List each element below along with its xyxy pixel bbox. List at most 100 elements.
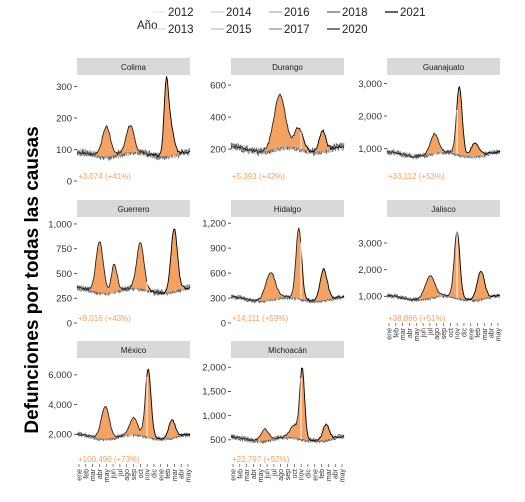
legend-label-2015: 2015 — [226, 24, 252, 36]
x-tick-label: dic — [151, 469, 158, 478]
panel-guerrero: Guerrero 0 250 500 750 1,000 +9,016 (+43%) — [48, 200, 191, 329]
x-tick-label: ago — [124, 469, 131, 481]
panel-strip — [77, 58, 190, 75]
series-line-2021 — [456, 231, 500, 301]
series-line-2021 — [300, 129, 345, 154]
x-tick-label: feb — [165, 469, 172, 479]
excess-annotation: +22,797 (+52%) — [232, 455, 290, 464]
x-tick-label: abr — [489, 327, 496, 338]
panel-strip — [231, 200, 344, 217]
x-tick-label: jul — [427, 328, 434, 336]
panel-michoacán: Michoacán 500 1,000 1,500 2,000 +22,797 (+52%… — [202, 341, 347, 482]
x-tick-label: ago — [434, 328, 441, 340]
panel-strip — [77, 200, 190, 217]
x-tick-label: sep — [131, 469, 138, 480]
series-line-2020 — [387, 231, 458, 301]
panel-colima: Colima 0 100 200 300 +3,074 (+41%) — [56, 58, 191, 187]
y-tick-label: 2,000 — [358, 265, 382, 276]
x-tick-label: dic — [461, 328, 468, 337]
panel-durango: Durango 200 400 600 +5,393 (+42%) — [210, 58, 345, 181]
x-tick-label: jul — [117, 469, 124, 477]
series-line-2021 — [146, 228, 191, 296]
y-tick-label: 400 — [210, 112, 226, 123]
legend-title: Año — [137, 20, 157, 32]
legend-label-2021: 2021 — [400, 7, 426, 19]
x-tick-label: ene — [77, 469, 84, 481]
x-tick-label: abr — [251, 468, 258, 479]
x-tick-label: mar — [400, 327, 407, 340]
legend-label-2018: 2018 — [342, 7, 368, 19]
y-tick-label: 1,000 — [358, 144, 382, 155]
panel-hidalgo: Hidalgo 0 300 600 900 1,200 +14,111 (+59%) — [202, 200, 345, 329]
excess-area — [231, 368, 344, 441]
y-tick-label: 250 — [56, 294, 72, 305]
legend: Año 2012 2013 2014 2015 2016 2017 2018 2020 2021 — [137, 7, 426, 36]
legend-entry-2020: 2020 — [327, 24, 368, 36]
y-tick-label: 500 — [210, 435, 226, 446]
x-tick-label: nov — [455, 328, 462, 340]
excess-annotation: +3,074 (+41%) — [78, 172, 131, 181]
legend-entry-2017: 2017 — [269, 24, 310, 36]
y-tick-label: 300 — [210, 293, 226, 304]
panel-title: Guanajuato — [423, 63, 465, 72]
x-tick-label: abr — [179, 468, 186, 479]
x-tick-label: may — [496, 328, 503, 342]
x-tick-label: oct — [292, 469, 299, 478]
y-tick-label: 0 — [67, 176, 72, 187]
legend-entry-2014: 2014 — [211, 7, 252, 19]
series-line-2020 — [76, 125, 148, 157]
excess-annotation: +38,886 (+51%) — [388, 314, 446, 323]
panel-title: Michoacán — [268, 346, 307, 355]
x-tick-label: feb — [83, 469, 90, 479]
x-tick-label: mar — [326, 468, 333, 481]
x-tick-label: mar — [244, 468, 251, 481]
x-tick-label: feb — [475, 328, 482, 338]
x-tick-label: abr — [407, 327, 414, 338]
y-tick-label: 200 — [210, 144, 226, 155]
x-tick-label: may — [414, 328, 421, 342]
excess-annotation: +9,016 (+43%) — [78, 314, 131, 323]
y-tick-label: 1,000 — [358, 292, 382, 303]
y-tick-label: 0 — [67, 318, 72, 329]
y-tick-label: 6,000 — [48, 370, 72, 381]
legend-entry-2016: 2016 — [269, 7, 310, 19]
y-tick-label: 200 — [56, 113, 72, 124]
x-tick-label: sep — [441, 328, 448, 339]
legend-entry-2013: 2013 — [153, 24, 194, 36]
x-tick-label: feb — [237, 469, 244, 479]
x-tick-label: oct — [448, 328, 455, 337]
series-line-2020 — [230, 378, 302, 442]
y-tick-label: 1,000 — [48, 219, 72, 230]
x-tick-label: mar — [90, 468, 97, 481]
x-tick-label: ene — [312, 469, 319, 481]
excess-area — [231, 94, 344, 152]
y-tick-label: 1,000 — [202, 411, 226, 422]
x-tick-label: oct — [138, 469, 145, 478]
x-tick-label: ene — [387, 328, 394, 340]
y-tick-label: 900 — [210, 243, 226, 254]
series-line-2021 — [300, 367, 345, 442]
series-line-2018 — [230, 433, 345, 445]
x-tick-label: sep — [285, 469, 292, 480]
x-tick-label: mar — [172, 468, 179, 481]
excess-area — [387, 231, 500, 300]
legend-label-2014: 2014 — [226, 7, 252, 19]
x-tick-label: abr — [97, 468, 104, 479]
y-axis-label: Defunciones por todas las causas — [22, 126, 43, 433]
y-tick-label: 0 — [221, 318, 226, 329]
legend-entry-2012: 2012 — [153, 7, 194, 19]
legend-label-2013: 2013 — [168, 24, 194, 36]
x-tick-label: dic — [305, 469, 312, 478]
x-tick-label: nov — [145, 469, 152, 481]
legend-entry-2021: 2021 — [385, 7, 426, 19]
series-line-2020 — [230, 227, 302, 302]
y-tick-label: 1,200 — [202, 218, 226, 229]
panel-title: Durango — [272, 63, 303, 72]
panel-title: Jalisco — [431, 205, 456, 214]
panel-strip — [231, 58, 344, 75]
x-tick-label: ene — [158, 469, 165, 481]
x-tick-label: feb — [393, 328, 400, 338]
legend-label-2017: 2017 — [284, 24, 310, 36]
